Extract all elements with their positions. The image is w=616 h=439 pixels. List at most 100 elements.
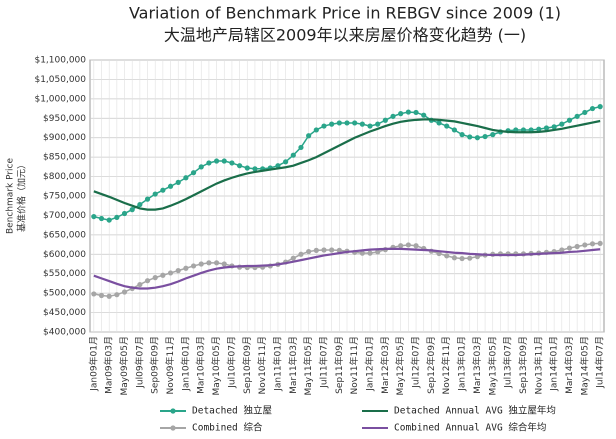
y-tick-label: $1,000,000: [34, 94, 86, 104]
marker: [413, 243, 419, 249]
y-tick-label: $400,000: [43, 328, 86, 338]
marker: [313, 247, 319, 253]
marker: [382, 117, 388, 123]
marker: [121, 289, 128, 295]
marker: [459, 255, 465, 262]
marker: [298, 144, 304, 151]
marker: [198, 164, 204, 170]
marker: [398, 243, 404, 249]
x-tick-label: Jul14年07月: [594, 336, 606, 389]
y-tick-label: $650,000: [43, 230, 86, 240]
marker: [321, 123, 327, 129]
marker: [198, 261, 204, 267]
marker: [589, 105, 596, 112]
marker: [275, 163, 281, 169]
marker: [236, 163, 243, 169]
x-tick-label: Nov10年11月: [256, 336, 268, 394]
y-tick-label: $750,000: [43, 192, 86, 202]
marker: [582, 242, 588, 248]
marker: [536, 126, 542, 132]
marker: [421, 112, 427, 118]
marker: [129, 207, 135, 213]
marker: [405, 109, 411, 115]
x-tick-label: Jan13年01月: [456, 336, 468, 392]
marker: [589, 241, 596, 247]
x-tick-label: Sep11年09月: [333, 336, 345, 394]
marker: [306, 248, 312, 255]
marker: [336, 247, 342, 253]
marker: [359, 121, 365, 127]
x-tick-label: May13年05月: [486, 336, 498, 396]
x-tick-label: Nov12年11月: [440, 336, 452, 394]
x-tick-label: Mar11年03月: [287, 336, 299, 394]
x-tick-label: Nov13年11月: [532, 336, 544, 394]
marker: [98, 292, 105, 299]
marker: [559, 247, 565, 253]
marker: [543, 125, 550, 131]
marker: [413, 109, 419, 116]
marker: [106, 293, 112, 299]
y-axis-title: Benchmark Price: [6, 157, 16, 234]
marker: [306, 133, 312, 139]
marker: [152, 191, 158, 197]
x-tick-label: Jul10年07月: [225, 336, 237, 389]
marker: [467, 255, 473, 261]
y-tick-label: $450,000: [43, 308, 86, 318]
marker: [229, 160, 235, 166]
marker: [152, 275, 158, 281]
marker: [482, 133, 488, 140]
marker: [190, 263, 197, 269]
marker: [283, 159, 289, 165]
x-tick-label: Mar12年03月: [379, 336, 391, 394]
marker: [490, 132, 496, 138]
y-tick-label: $1,100,000: [34, 56, 86, 66]
marker: [574, 243, 580, 250]
x-tick-label: May10年05月: [210, 336, 222, 396]
legend-label: Detached 独立屋: [192, 405, 272, 417]
legend-label: Combined 综合: [192, 422, 263, 434]
marker: [183, 175, 189, 181]
series-line: [93, 247, 601, 290]
marker: [459, 132, 465, 138]
marker: [175, 179, 181, 185]
marker: [98, 215, 105, 222]
marker: [160, 187, 166, 193]
x-tick-label: Jul12年07月: [410, 336, 422, 389]
marker: [221, 158, 227, 164]
marker: [467, 134, 473, 140]
marker: [444, 253, 450, 259]
y-tick-label: $850,000: [43, 153, 86, 163]
marker: [121, 210, 128, 217]
marker: [114, 292, 120, 298]
marker: [144, 278, 151, 284]
marker: [367, 250, 373, 256]
marker: [474, 135, 481, 141]
marker: [190, 170, 197, 176]
legend-marker: [170, 425, 176, 431]
x-tick-label: Nov11年11月: [348, 336, 360, 394]
x-tick-label: Jan14年01月: [548, 336, 560, 392]
marker: [321, 247, 327, 253]
y-tick-label: $600,000: [43, 250, 86, 260]
chart-title: Variation of Benchmark Price in REBGV si…: [129, 4, 561, 23]
marker: [252, 166, 258, 172]
marker: [144, 196, 151, 202]
marker: [444, 123, 450, 129]
x-tick-label: Jul13年07月: [502, 336, 514, 389]
marker: [298, 251, 304, 257]
marker: [91, 291, 97, 297]
legend-label: Combined Annual AVG 综合年均: [394, 422, 546, 434]
marker: [221, 261, 227, 267]
marker: [566, 117, 573, 123]
series-line: [93, 118, 601, 211]
x-tick-label: Jan11年01月: [271, 336, 283, 392]
y-tick-label: $900,000: [43, 133, 86, 143]
marker: [206, 260, 212, 266]
x-tick-label: May11年05月: [302, 336, 314, 396]
marker: [597, 240, 603, 247]
x-tick-label: Jan10年01月: [179, 336, 191, 392]
x-tick-label: Jan09年01月: [87, 336, 99, 392]
marker: [167, 183, 174, 189]
marker: [329, 121, 335, 127]
